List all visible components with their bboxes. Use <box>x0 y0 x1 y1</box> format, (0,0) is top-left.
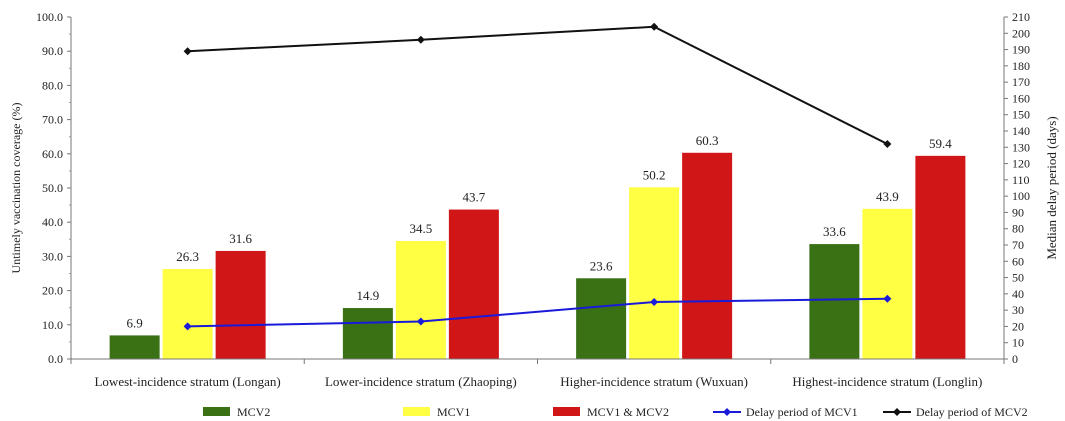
y-tick-label-right: 90 <box>1012 205 1024 219</box>
bar-value-label: 23.6 <box>590 258 613 273</box>
y-tick-label-left: 80.0 <box>42 78 63 92</box>
y-tick-label-right: 0 <box>1012 352 1018 366</box>
x-tick-label: Higher-incidence stratum (Wuxuan) <box>560 374 748 389</box>
line-point-2-3 <box>650 22 659 31</box>
axes-layer: 0.0 10.0 20.0 30.0 40.0 50.0 60.0 70.0 80.0 90.0 1… <box>36 10 1030 389</box>
y-axis-title-left: Untimely vaccination coverage (%) <box>9 103 23 274</box>
bar-value-label: 43.7 <box>463 190 486 205</box>
y-axis-title-right: Median delay period (days) <box>1044 116 1059 259</box>
legend-line-label-1: Delay period of MCV1 <box>746 405 858 419</box>
line-point-1-4 <box>883 294 892 303</box>
line-series-1 <box>187 297 888 328</box>
legend: MCV2 MCV1 MCV1 & MCV2 Delay period of MCV1 D… <box>203 405 1028 419</box>
legend-label-1: MCV2 <box>237 405 270 419</box>
y-tick-label-right: 10 <box>1012 336 1024 350</box>
y-tick-label-left: 100.0 <box>36 10 63 24</box>
y-tick-label-left: 60.0 <box>42 147 63 161</box>
legend-label-3: MCV1 & MCV2 <box>587 405 669 419</box>
x-tick-label: Lower-incidence stratum (Zhaoping) <box>325 374 517 389</box>
legend-label-2: MCV1 <box>437 405 470 419</box>
line-point-2-1 <box>183 47 192 56</box>
y-tick-label-right: 100 <box>1012 189 1030 203</box>
legend-line-label-2: Delay period of MCV2 <box>916 405 1028 419</box>
line-layer <box>183 22 892 331</box>
y-tick-label-right: 130 <box>1012 140 1030 154</box>
bar-mcv1-1 <box>162 269 213 359</box>
bar-value-label: 43.9 <box>876 189 899 204</box>
y-tick-label-right: 160 <box>1012 91 1030 105</box>
line-point-2-4 <box>883 140 892 149</box>
legend-swatch-1 <box>203 407 230 416</box>
bar-mcv1-mcv2-4 <box>915 155 966 359</box>
bar-mcv1-4 <box>862 208 913 359</box>
legend-marker-1 <box>723 408 731 416</box>
y-tick-label-right: 60 <box>1012 254 1024 268</box>
bar-value-label: 33.6 <box>823 224 846 239</box>
bar-value-label: 34.5 <box>410 221 433 236</box>
y-tick-label-left: 90.0 <box>42 44 63 58</box>
y-tick-label-right: 50 <box>1012 271 1024 285</box>
y-tick-label-left: 20.0 <box>42 284 63 298</box>
bar-mcv1-3 <box>629 187 680 359</box>
bar-mcv2-3 <box>576 278 627 359</box>
y-tick-label-right: 180 <box>1012 59 1030 73</box>
legend-swatch-3 <box>553 407 580 416</box>
x-tick-label: Lowest-incidence stratum (Longan) <box>94 374 280 389</box>
bar-mcv1-2 <box>395 241 446 359</box>
y-tick-label-right: 40 <box>1012 287 1024 301</box>
y-tick-label-right: 210 <box>1012 10 1030 24</box>
y-tick-label-right: 120 <box>1012 157 1030 171</box>
legend-marker-2 <box>893 408 901 416</box>
bar-mcv1-mcv2-2 <box>448 209 499 359</box>
y-tick-label-right: 200 <box>1012 26 1030 40</box>
bar-value-label: 31.6 <box>229 231 252 246</box>
line-series-2 <box>187 25 888 145</box>
y-tick-label-left: 30.0 <box>42 249 63 263</box>
y-tick-label-right: 30 <box>1012 303 1024 317</box>
bar-value-label: 6.9 <box>127 315 143 330</box>
bar-value-label: 14.9 <box>357 288 380 303</box>
y-tick-label-right: 170 <box>1012 75 1030 89</box>
bar-mcv2-4 <box>809 244 860 359</box>
bar-mcv1-mcv2-1 <box>215 250 266 359</box>
y-tick-label-left: 40.0 <box>42 215 63 229</box>
line-point-1-2 <box>416 317 425 326</box>
bar-mcv1-mcv2-3 <box>682 152 733 359</box>
y-tick-label-left: 70.0 <box>42 113 63 127</box>
x-tick-label: Highest-incidence stratum (Longlin) <box>792 374 982 389</box>
y-tick-label-right: 140 <box>1012 124 1030 138</box>
bar-layer <box>109 152 966 359</box>
y-tick-label-right: 110 <box>1012 173 1030 187</box>
y-tick-label-right: 190 <box>1012 43 1030 57</box>
bar-mcv2-2 <box>342 308 393 359</box>
y-tick-label-right: 20 <box>1012 319 1024 333</box>
y-tick-label-right: 150 <box>1012 108 1030 122</box>
bar-value-label: 60.3 <box>696 133 719 148</box>
line-point-2-2 <box>416 35 425 44</box>
y-tick-label-left: 50.0 <box>42 181 63 195</box>
line-point-1-1 <box>183 322 192 331</box>
y-tick-label-left: 0.0 <box>48 352 63 366</box>
y-tick-label-left: 10.0 <box>42 318 63 332</box>
bar-value-label: 50.2 <box>643 167 666 182</box>
bar-mcv2-1 <box>109 335 160 359</box>
legend-swatch-2 <box>403 407 430 416</box>
y-tick-label-right: 70 <box>1012 238 1024 252</box>
bar-value-label: 59.4 <box>929 136 952 151</box>
line-point-1-3 <box>650 298 659 306</box>
y-tick-label-right: 80 <box>1012 222 1024 236</box>
y-axis-title-group: Untimely vaccination coverage (%) Median … <box>9 103 1059 274</box>
bar-label-layer: 6.9 14.9 23.6 33.6 26.3 34.5 50.2 43.9 31.6 43.7 6… <box>127 133 953 331</box>
bar-value-label: 26.3 <box>176 249 199 264</box>
